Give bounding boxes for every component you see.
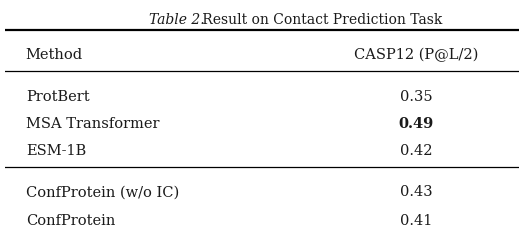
Text: ConfProtein (w/o IC): ConfProtein (w/o IC) xyxy=(26,185,179,198)
Text: Method: Method xyxy=(26,48,83,61)
Text: ProtBert: ProtBert xyxy=(26,89,90,103)
Text: 0.49: 0.49 xyxy=(398,117,434,131)
Text: 0.42: 0.42 xyxy=(400,144,432,158)
Text: 0.43: 0.43 xyxy=(400,185,432,198)
Text: ESM-1B: ESM-1B xyxy=(26,144,86,158)
Text: 0.35: 0.35 xyxy=(400,89,432,103)
Text: MSA Transformer: MSA Transformer xyxy=(26,117,159,131)
Text: CASP12 (P@L/2): CASP12 (P@L/2) xyxy=(354,48,478,62)
Text: 0.41: 0.41 xyxy=(400,213,432,227)
Text: Result on Contact Prediction Task: Result on Contact Prediction Task xyxy=(198,12,442,26)
Text: ConfProtein: ConfProtein xyxy=(26,213,115,227)
Text: Table 2.: Table 2. xyxy=(149,12,205,26)
